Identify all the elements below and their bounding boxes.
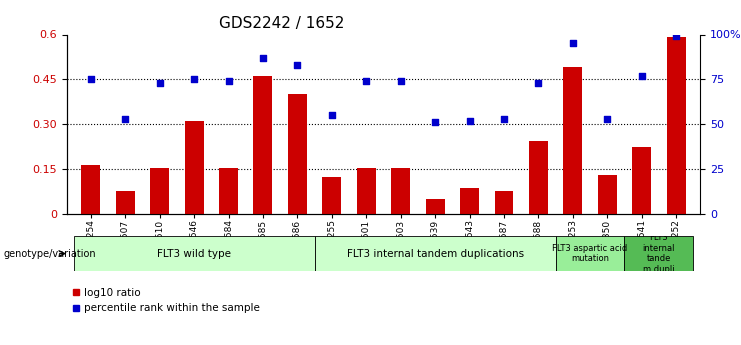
Bar <box>632 147 651 214</box>
Bar <box>219 168 238 214</box>
Point <box>602 116 614 121</box>
Point <box>291 62 303 68</box>
Point <box>119 116 131 121</box>
Point <box>360 78 372 84</box>
Point <box>636 73 648 79</box>
Point <box>326 112 338 118</box>
Bar <box>425 199 445 214</box>
Text: FLT3 internal tandem duplications: FLT3 internal tandem duplications <box>347 249 524 258</box>
Bar <box>556 236 625 271</box>
Point <box>222 78 234 84</box>
Text: FLT3 aspartic acid
mutation: FLT3 aspartic acid mutation <box>553 244 628 263</box>
Text: FLT3 wild type: FLT3 wild type <box>157 249 231 258</box>
Point <box>395 78 407 84</box>
Bar <box>529 141 548 214</box>
Point <box>85 77 97 82</box>
Bar <box>150 168 169 214</box>
Bar <box>391 168 411 214</box>
Bar <box>82 165 100 214</box>
Bar <box>563 67 582 214</box>
Bar <box>253 76 273 214</box>
Legend: log10 ratio, percentile rank within the sample: log10 ratio, percentile rank within the … <box>72 288 260 313</box>
Bar <box>667 38 685 214</box>
Point <box>498 116 510 121</box>
Point <box>533 80 545 86</box>
Bar <box>185 121 204 214</box>
Text: genotype/variation: genotype/variation <box>4 249 96 258</box>
Bar <box>315 236 556 271</box>
Point <box>464 118 476 124</box>
Point <box>429 120 441 125</box>
Point <box>567 41 579 46</box>
Text: FLT3
internal
tande
m dupli: FLT3 internal tande m dupli <box>642 234 675 274</box>
Bar <box>598 175 617 214</box>
Point <box>670 33 682 39</box>
Bar <box>460 188 479 214</box>
Point <box>153 80 165 86</box>
Bar <box>356 168 376 214</box>
Bar <box>322 177 342 214</box>
Text: GDS2242 / 1652: GDS2242 / 1652 <box>219 16 345 30</box>
Bar <box>494 191 514 214</box>
Point <box>188 77 200 82</box>
Bar <box>116 191 135 214</box>
Point <box>257 55 269 61</box>
Bar <box>73 236 315 271</box>
Bar <box>288 94 307 214</box>
Bar <box>625 236 694 271</box>
